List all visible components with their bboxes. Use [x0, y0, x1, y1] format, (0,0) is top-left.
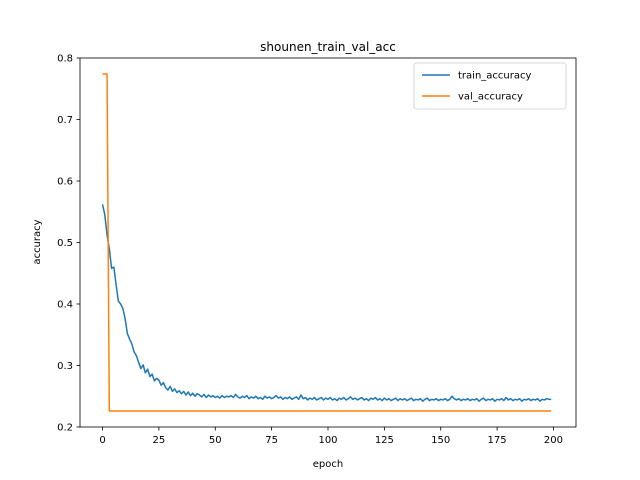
x-tick-label: 0 — [99, 435, 105, 446]
legend-box — [413, 62, 567, 110]
y-tick-label: 0.4 — [57, 300, 73, 311]
y-tick-label: 0.8 — [57, 54, 73, 65]
y-axis-label: accuracy — [32, 219, 43, 264]
series-line-val-accuracy — [102, 73, 552, 412]
x-tick-label: 175 — [488, 435, 507, 446]
x-tick-label: 125 — [375, 435, 394, 446]
x-tick-label: 200 — [544, 435, 563, 446]
y-tick-label: 0.7 — [57, 115, 73, 126]
y-tick-label: 0.5 — [57, 238, 73, 249]
y-tick-label: 0.6 — [57, 177, 73, 188]
x-tick-label: 75 — [265, 435, 278, 446]
x-axis-label: epoch — [313, 459, 343, 470]
x-tick-label: 150 — [431, 435, 450, 446]
plot-area: 0 25 50 75 100 125 150 175 200 0.2 0.3 0.4 0.5 0.6 0.7… — [57, 54, 577, 446]
x-tick-label: 25 — [153, 435, 166, 446]
x-tick-label: 100 — [318, 435, 337, 446]
legend: train_accuracy val_accuracy — [413, 62, 567, 110]
y-tick-label: 0.3 — [57, 361, 73, 372]
series-line-train-accuracy — [101, 204, 552, 402]
legend-label-val-accuracy: val_accuracy — [458, 92, 523, 103]
chart-title: shounen_train_val_acc — [260, 40, 396, 54]
legend-label-train-accuracy: train_accuracy — [458, 71, 531, 82]
y-tick-label: 0.2 — [57, 423, 73, 434]
x-tick-label: 50 — [209, 435, 222, 446]
